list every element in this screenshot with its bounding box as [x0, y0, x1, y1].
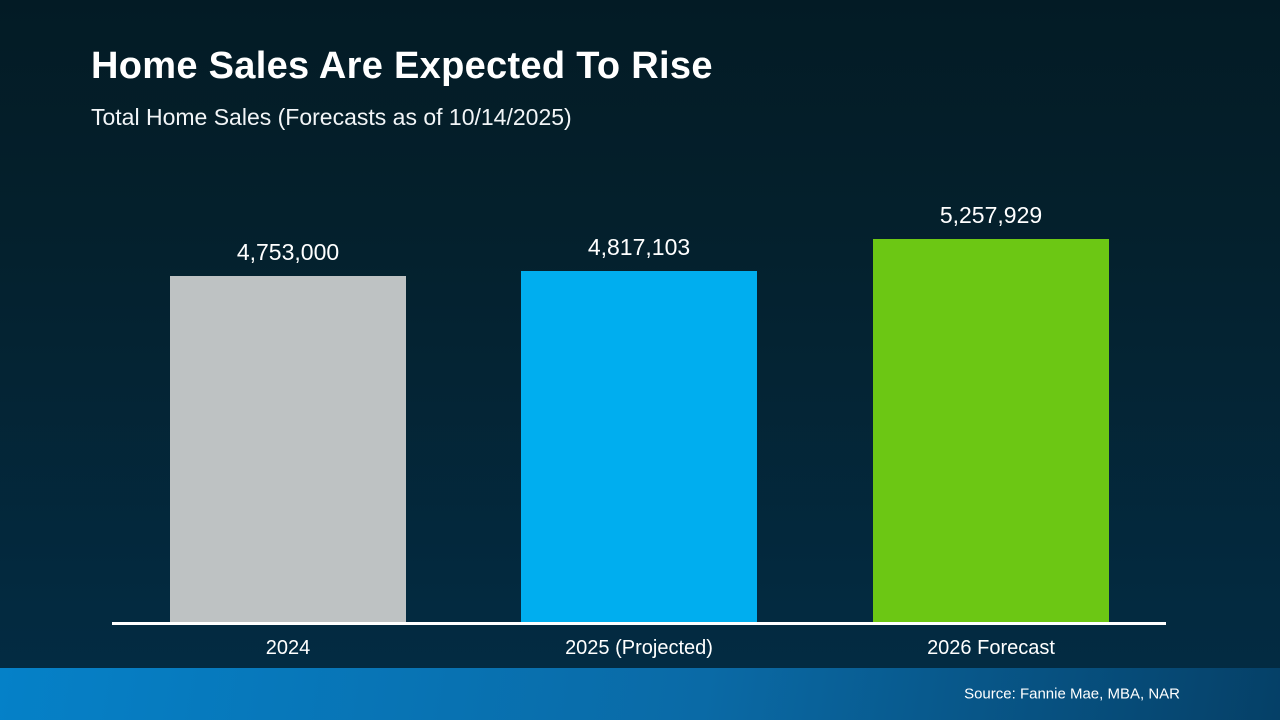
source-attribution: Source: Fannie Mae, MBA, NAR: [964, 685, 1180, 703]
x-axis-baseline: [112, 622, 1166, 625]
header: Home Sales Are Expected To Rise Total Ho…: [91, 45, 713, 131]
bar-2024: [170, 276, 406, 622]
bar-group-2024: 4,753,000 2024: [170, 0, 406, 720]
axis-label-2026: 2026 Forecast: [927, 637, 1055, 659]
bar-value-label-2024: 4,753,000: [236, 239, 340, 265]
bar-group-2025: 4,817,103 2025 (Projected): [521, 0, 757, 720]
bar-2025: [521, 271, 757, 622]
bar-2026: [873, 239, 1109, 622]
bar-value-label-2026: 5,257,929: [939, 202, 1043, 228]
axis-label-2025: 2025 (Projected): [565, 637, 713, 659]
page-title: Home Sales Are Expected To Rise: [91, 45, 713, 87]
bar-group-2026: 5,257,929 2026 Forecast: [873, 0, 1109, 720]
footer-bar: Source: Fannie Mae, MBA, NAR: [0, 668, 1280, 720]
page-subtitle: Total Home Sales (Forecasts as of 10/14/…: [91, 103, 572, 130]
axis-label-2024: 2024: [265, 637, 311, 659]
bar-value-label-2025: 4,817,103: [587, 234, 691, 260]
